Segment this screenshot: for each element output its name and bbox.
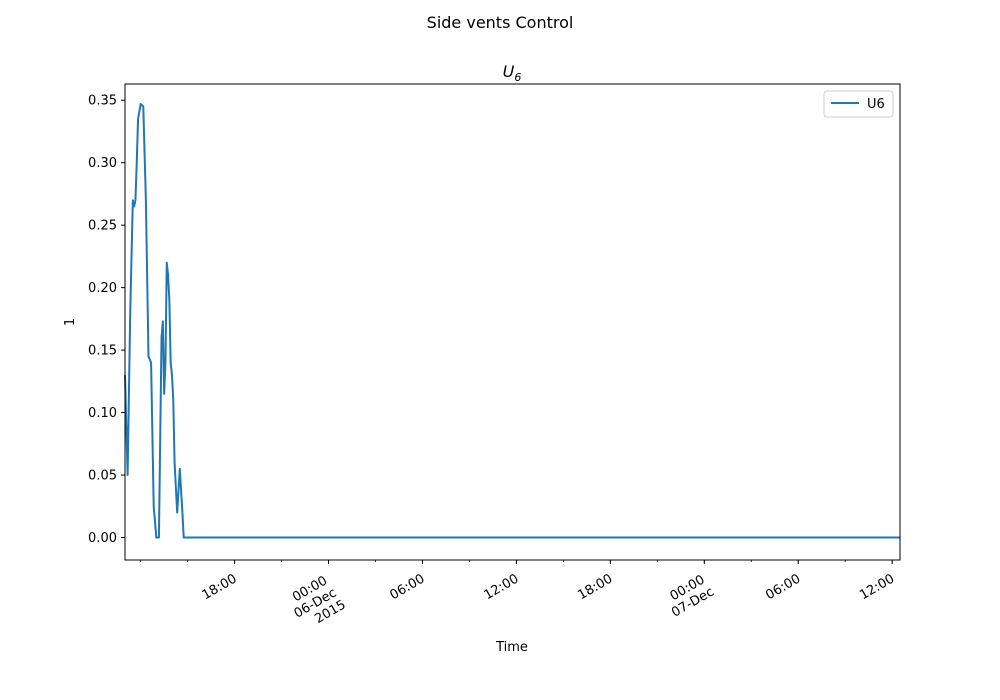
x-tick-label: 00:0007-Dec — [662, 571, 717, 620]
y-tick-label: 0.05 — [88, 469, 117, 484]
axes-frame — [124, 83, 901, 561]
y-tick-label: 0.35 — [88, 94, 117, 109]
x-tick-label: 06:00 — [388, 571, 428, 603]
x-tick-label-text: 18:00 — [575, 571, 615, 603]
axes-title-main: U — [503, 62, 515, 81]
series-line-u6 — [124, 102, 900, 539]
x-tick-label: 18:00 — [200, 571, 240, 603]
y-tick-label: 0.00 — [88, 531, 117, 546]
y-tick-label: 0.20 — [88, 281, 117, 296]
x-tick-label-text: 18:00 — [200, 571, 240, 603]
y-axis-label: 1 — [63, 318, 78, 326]
x-tick-label-line: 06:00 — [388, 571, 428, 603]
x-axis-label: Time — [495, 640, 528, 655]
x-tick-label-text: 00:0007-Dec — [662, 571, 717, 620]
legend: U6 — [823, 90, 894, 118]
x-tick-label: 12:00 — [857, 571, 897, 603]
axes-title-subscript: 6 — [514, 71, 521, 84]
tick-layer: 0.00 0.05 0.10 0.15 0.20 0.25 0.30 0.35 18:00 00:… — [88, 94, 897, 634]
x-tick-label: 18:00 — [575, 571, 615, 603]
x-tick-label-line: 12:00 — [481, 571, 521, 603]
x-tick-label-line: 06:00 — [763, 571, 803, 603]
x-tick-label: 12:00 — [481, 571, 521, 603]
x-tick-label-text: 12:00 — [481, 571, 521, 603]
figure-suptitle: Side vents Control — [427, 13, 574, 32]
x-tick-label-text: 12:00 — [857, 571, 897, 603]
legend-entry-u6: U6 — [867, 97, 885, 112]
x-tick-label-line: 12:00 — [857, 571, 897, 603]
x-tick-label: 00:0006-Dec2015 — [284, 571, 348, 634]
y-tick-label: 0.30 — [88, 156, 117, 171]
x-tick-label: 06:00 — [763, 571, 803, 603]
y-tick-label: 0.25 — [88, 219, 117, 234]
x-tick-label-text: 00:0006-Dec2015 — [284, 571, 348, 634]
axes-title: U6 — [503, 62, 522, 84]
x-tick-label-text: 06:00 — [388, 571, 428, 603]
y-tick-label: 0.10 — [88, 406, 117, 421]
plot-area — [124, 102, 900, 539]
x-tick-label-line: 18:00 — [200, 571, 240, 603]
y-tick-label: 0.15 — [88, 344, 117, 359]
x-tick-label-line: 18:00 — [575, 571, 615, 603]
x-tick-label-text: 06:00 — [763, 571, 803, 603]
